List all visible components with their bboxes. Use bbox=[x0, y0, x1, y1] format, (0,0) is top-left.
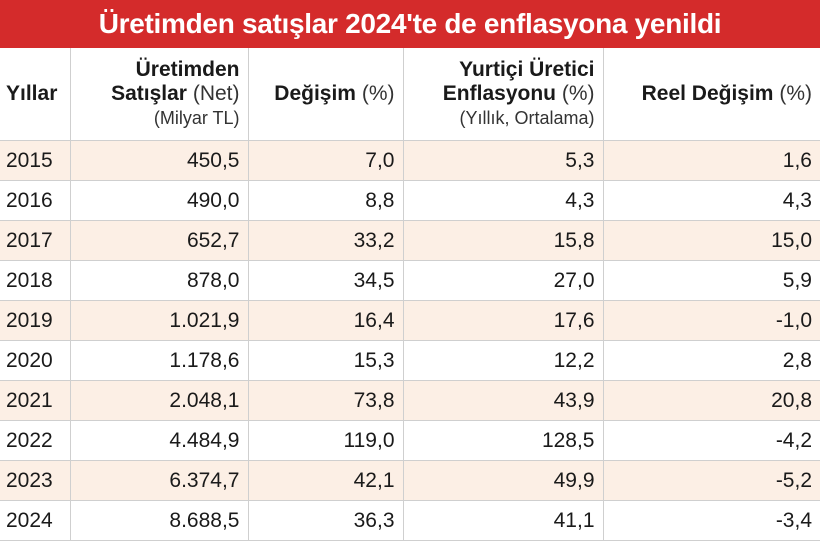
cell-year: 2016 bbox=[0, 180, 71, 221]
cell-sales: 2.048,1 bbox=[70, 380, 249, 421]
cell-change: 8,8 bbox=[248, 180, 404, 221]
cell-change: 16,4 bbox=[248, 300, 404, 341]
cell-ppi: 15,8 bbox=[403, 220, 604, 261]
cell-sales: 4.484,9 bbox=[70, 420, 249, 461]
cell-year: 2017 bbox=[0, 220, 71, 261]
cell-year: 2022 bbox=[0, 420, 71, 461]
header-ppi: Yurtiçi Üretici Enflasyonu (%) (Yıllık, … bbox=[403, 48, 604, 141]
cell-real-change: -1,0 bbox=[603, 300, 820, 341]
cell-real-change: 20,8 bbox=[603, 380, 820, 421]
cell-change: 33,2 bbox=[248, 220, 404, 261]
cell-sales: 490,0 bbox=[70, 180, 249, 221]
header-change: Değişim (%) bbox=[248, 48, 404, 141]
cell-year: 2019 bbox=[0, 300, 71, 341]
title-banner: Üretimden satışlar 2024'te de enflasyona… bbox=[0, 0, 820, 48]
table-row: 2020 1.178,6 15,3 12,2 2,8 bbox=[0, 340, 820, 381]
cell-year: 2023 bbox=[0, 460, 71, 501]
cell-year: 2020 bbox=[0, 340, 71, 381]
cell-real-change: -4,2 bbox=[603, 420, 820, 461]
cell-year: 2015 bbox=[0, 140, 71, 181]
cell-real-change: -5,2 bbox=[603, 460, 820, 501]
table-row: 2021 2.048,1 73,8 43,9 20,8 bbox=[0, 380, 820, 421]
cell-sales: 1.178,6 bbox=[70, 340, 249, 381]
table-row: 2022 4.484,9 119,0 128,5 -4,2 bbox=[0, 420, 820, 461]
cell-real-change: 1,6 bbox=[603, 140, 820, 181]
table-row: 2016 490,0 8,8 4,3 4,3 bbox=[0, 180, 820, 221]
cell-year: 2018 bbox=[0, 260, 71, 301]
table-row: 2019 1.021,9 16,4 17,6 -1,0 bbox=[0, 300, 820, 341]
cell-sales: 1.021,9 bbox=[70, 300, 249, 341]
cell-year: 2021 bbox=[0, 380, 71, 421]
cell-ppi: 43,9 bbox=[403, 380, 604, 421]
cell-ppi: 27,0 bbox=[403, 260, 604, 301]
cell-ppi: 128,5 bbox=[403, 420, 604, 461]
header-row: Yıllar Üretimden Satışlar (Net) (Milyar … bbox=[0, 48, 820, 141]
table-row: 2015 450,5 7,0 5,3 1,6 bbox=[0, 140, 820, 181]
cell-sales: 6.374,7 bbox=[70, 460, 249, 501]
cell-real-change: 2,8 bbox=[603, 340, 820, 381]
cell-change: 73,8 bbox=[248, 380, 404, 421]
cell-sales: 878,0 bbox=[70, 260, 249, 301]
table-row: 2017 652,7 33,2 15,8 15,0 bbox=[0, 220, 820, 261]
cell-real-change: 15,0 bbox=[603, 220, 820, 261]
cell-ppi: 41,1 bbox=[403, 500, 604, 541]
cell-ppi: 17,6 bbox=[403, 300, 604, 341]
cell-sales: 652,7 bbox=[70, 220, 249, 261]
cell-change: 42,1 bbox=[248, 460, 404, 501]
cell-change: 15,3 bbox=[248, 340, 404, 381]
cell-change: 119,0 bbox=[248, 420, 404, 461]
cell-real-change: 5,9 bbox=[603, 260, 820, 301]
table-row: 2018 878,0 34,5 27,0 5,9 bbox=[0, 260, 820, 301]
data-table: Yıllar Üretimden Satışlar (Net) (Milyar … bbox=[0, 48, 820, 541]
chart-title: Üretimden satışlar 2024'te de enflasyona… bbox=[98, 8, 722, 39]
cell-year: 2024 bbox=[0, 500, 71, 541]
table-row: 2024 8.688,5 36,3 41,1 -3,4 bbox=[0, 500, 820, 541]
cell-sales: 8.688,5 bbox=[70, 500, 249, 541]
cell-ppi: 12,2 bbox=[403, 340, 604, 381]
header-sales: Üretimden Satışlar (Net) (Milyar TL) bbox=[70, 48, 249, 141]
cell-change: 36,3 bbox=[248, 500, 404, 541]
cell-change: 34,5 bbox=[248, 260, 404, 301]
cell-real-change: 4,3 bbox=[603, 180, 820, 221]
cell-ppi: 4,3 bbox=[403, 180, 604, 221]
header-real-change: Reel Değişim (%) bbox=[603, 48, 820, 141]
cell-sales: 450,5 bbox=[70, 140, 249, 181]
header-years: Yıllar bbox=[0, 48, 71, 141]
table-row: 2023 6.374,7 42,1 49,9 -5,2 bbox=[0, 460, 820, 501]
cell-change: 7,0 bbox=[248, 140, 404, 181]
cell-ppi: 49,9 bbox=[403, 460, 604, 501]
cell-real-change: -3,4 bbox=[603, 500, 820, 541]
cell-ppi: 5,3 bbox=[403, 140, 604, 181]
